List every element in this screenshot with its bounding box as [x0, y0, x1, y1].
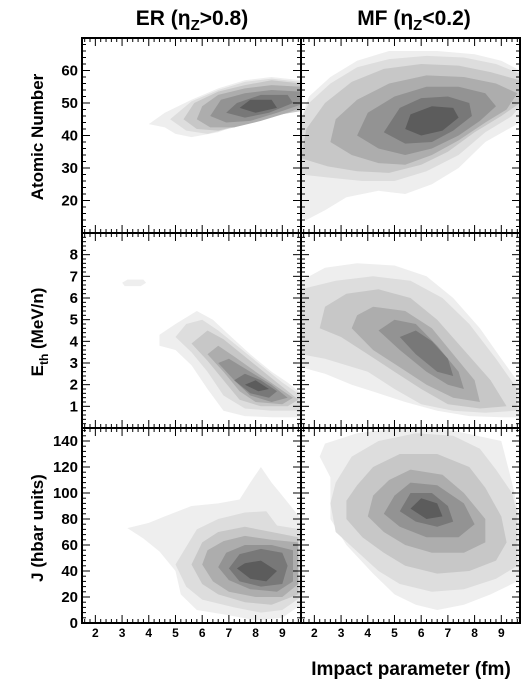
contour-level-5 [399, 330, 454, 376]
contour-level-6 [239, 99, 277, 113]
column-title-mf: MF (ηZ<0.2) [357, 7, 471, 34]
y-tick-label: 140 [53, 433, 78, 450]
y-tick-label: 5 [70, 312, 78, 329]
x-axis-label: Impact parameter (fm) [311, 659, 511, 680]
y-tick-label: 7 [70, 268, 78, 285]
y-tick-label: 2 [70, 377, 78, 394]
x-tick-label: 4 [364, 626, 371, 640]
x-tick-label: 2 [311, 626, 318, 640]
contour-level-6 [410, 498, 443, 519]
contour-panel-r1-c1 [300, 232, 521, 429]
contour-level-6 [236, 560, 277, 582]
y-tick-label: 8 [70, 247, 78, 264]
y-tick-label: 20 [61, 193, 78, 210]
contour-island-0 [122, 279, 147, 287]
y-tick-label: 100 [53, 485, 78, 502]
y-tick-label: 4 [70, 333, 79, 350]
y-tick-label: 0 [70, 615, 78, 632]
x-tick-label: 6 [199, 626, 206, 640]
y-tick-label: 6 [70, 290, 78, 307]
y-tick-label: 30 [61, 160, 78, 177]
contour-panel-r2-c0: 0 20 40 60 80 100 120 140 2 3 4 5 6 7 8 9 [53, 427, 302, 640]
row-ylabel-j: J (hbar units) [28, 474, 47, 582]
x-tick-label: 2 [92, 626, 99, 640]
x-tick-label: 4 [145, 626, 152, 640]
x-tick-label: 9 [279, 626, 286, 640]
x-tick-label: 7 [445, 626, 452, 640]
y-tick-label: 40 [61, 128, 78, 145]
y-tick-label: 60 [61, 63, 78, 80]
contour-level-6 [244, 380, 269, 392]
contour-panel-r2-c1: 2 3 4 5 6 7 8 9 [300, 427, 521, 640]
column-title-er: ER (ηZ>0.8) [136, 7, 248, 34]
x-tick-label: 5 [391, 626, 398, 640]
row-ylabel-atomic-number: Atomic Number [28, 73, 47, 200]
x-tick-label: 8 [471, 626, 478, 640]
x-tick-label: 3 [119, 626, 126, 640]
y-tick-label: 80 [61, 511, 78, 528]
y-tick-label: 60 [61, 537, 78, 554]
y-tick-label: 40 [61, 563, 78, 580]
contour-panel-r0-c1 [300, 37, 521, 234]
contour-panel-r1-c0: 1 2 3 4 5 6 7 8 [70, 232, 302, 429]
row-ylabel-eth: Eth (MeV/n) [28, 288, 51, 377]
y-tick-label: 20 [61, 589, 78, 606]
x-tick-label: 5 [172, 626, 179, 640]
x-tick-label: 3 [338, 626, 345, 640]
contour-level-6 [405, 106, 459, 136]
x-tick-label: 6 [418, 626, 425, 640]
y-tick-label: 3 [70, 355, 78, 372]
contour-panel-r0-c0: 20 30 40 50 60 [61, 37, 302, 234]
x-tick-label: 9 [498, 626, 505, 640]
y-tick-label: 120 [53, 459, 78, 476]
x-tick-label: 7 [226, 626, 233, 640]
x-tick-label: 8 [252, 626, 259, 640]
y-tick-label: 50 [61, 95, 78, 112]
y-tick-label: 1 [70, 398, 78, 415]
